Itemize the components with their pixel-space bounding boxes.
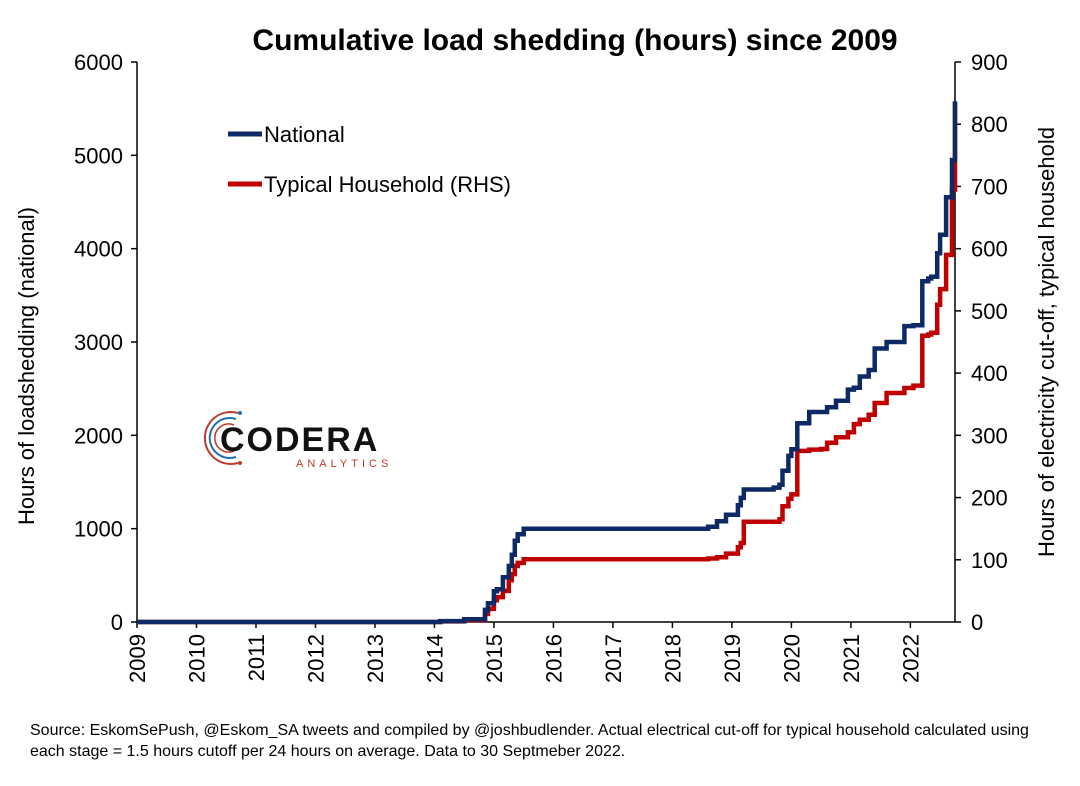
y-tick-label: 0 xyxy=(111,610,123,635)
plot-frame xyxy=(136,62,956,623)
x-tick-label: 2011 xyxy=(244,634,269,681)
y2-tick-label: 800 xyxy=(971,112,1008,137)
x-tick-label: 2013 xyxy=(363,634,388,683)
series-line-national xyxy=(137,101,958,625)
chart: Cumulative load shedding (hours) since 2… xyxy=(14,24,1059,683)
x-tick-label: 2014 xyxy=(422,634,447,683)
y-tick-label: 6000 xyxy=(74,50,123,75)
series-line-typical-household-rhs xyxy=(137,102,958,625)
y2-tick-label: 200 xyxy=(971,486,1008,511)
legend-label-household: Typical Household (RHS) xyxy=(264,172,511,197)
x-tick-label: 2020 xyxy=(779,634,804,683)
codera-logo: CODERA ANALYTICS xyxy=(203,411,392,470)
x-tick-label: 2019 xyxy=(720,634,745,683)
codera-logo-mark-icon xyxy=(203,411,242,465)
x-tick-label: 2022 xyxy=(898,634,923,683)
left-axis-ticks: 0 1000 2000 3000 4000 5000 6000 xyxy=(74,50,137,635)
legend-label-national: National xyxy=(264,122,345,147)
y-axis-label: Hours of loadshedding (national) xyxy=(14,207,39,525)
x-tick-label: 2018 xyxy=(660,634,685,683)
logo-main-text: CODERA xyxy=(220,421,379,459)
series-layer xyxy=(137,101,958,625)
y-tick-label: 2000 xyxy=(74,423,123,448)
x-tick-label: 2015 xyxy=(482,634,507,683)
y2-tick-label: 700 xyxy=(971,174,1008,199)
y-tick-label: 5000 xyxy=(74,143,123,168)
source-note: Source: EskomSePush, @Eskom_SA tweets an… xyxy=(30,722,1029,760)
x-tick-label: 2016 xyxy=(541,634,566,683)
x-tick-label: 2021 xyxy=(839,634,864,683)
y2-tick-label: 300 xyxy=(971,423,1008,448)
x-axis-ticks: 2009 2010 2011 2012 2013 2014 2015 2016 2017 2018… xyxy=(125,622,923,683)
y-tick-label: 1000 xyxy=(74,517,123,542)
x-tick-label: 2009 xyxy=(125,634,150,683)
y2-tick-label: 600 xyxy=(971,237,1008,262)
y2-tick-label: 100 xyxy=(971,548,1008,573)
legend: National Typical Household (RHS) xyxy=(228,122,511,197)
y2-tick-label: 500 xyxy=(971,299,1008,324)
x-tick-label: 2010 xyxy=(184,634,209,683)
x-tick-label: 2017 xyxy=(601,634,626,683)
y2-tick-label: 900 xyxy=(971,50,1008,75)
logo-sub-text: ANALYTICS xyxy=(296,458,392,470)
y2-tick-label: 0 xyxy=(971,610,983,635)
y2-tick-label: 400 xyxy=(971,361,1008,386)
x-tick-label: 2012 xyxy=(303,634,328,683)
y-tick-label: 4000 xyxy=(74,237,123,262)
right-axis-ticks: 0 100 200 300 400 500 600 700 800 900 xyxy=(955,50,1008,635)
y-tick-label: 3000 xyxy=(74,330,123,355)
y2-axis-label: Hours of electricity cut-off, typical ho… xyxy=(1034,127,1059,557)
chart-title: Cumulative load shedding (hours) since 2… xyxy=(252,24,897,57)
